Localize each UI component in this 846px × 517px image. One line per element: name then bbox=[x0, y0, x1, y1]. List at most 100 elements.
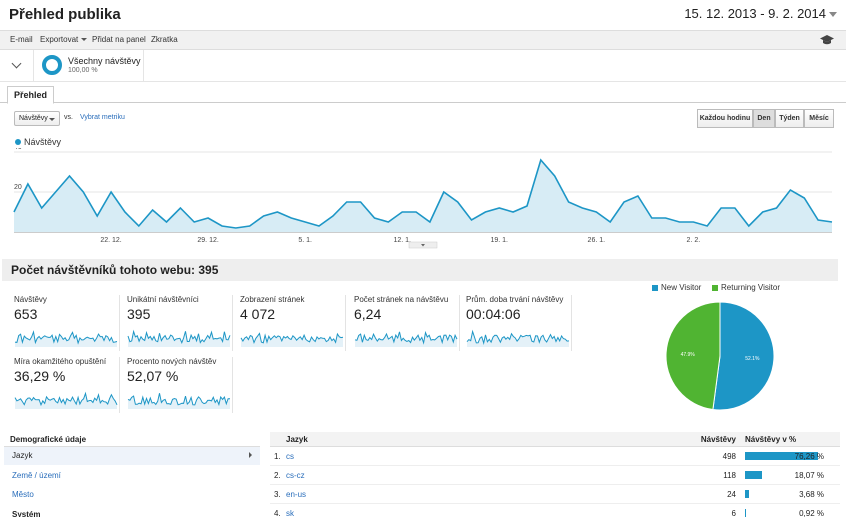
series-legend-dot bbox=[15, 139, 21, 145]
report-tabs: Přehled bbox=[0, 82, 846, 104]
date-range-caret-icon[interactable] bbox=[829, 12, 837, 17]
scorecard-bounce-rate[interactable]: Míra okamžitého opuštění 36,29 % bbox=[14, 357, 120, 413]
scorecard-pageviews[interactable]: Zobrazení stránek 4 072 bbox=[240, 295, 346, 351]
sparkline-area bbox=[128, 393, 230, 409]
x-tick-label: 5. 1. bbox=[298, 237, 312, 244]
y-tick-label: 40 bbox=[14, 148, 22, 151]
demographics-item-country[interactable]: Země / území bbox=[12, 471, 61, 480]
series-legend-label: Návštěvy bbox=[24, 137, 62, 147]
sparkline-area bbox=[467, 331, 569, 347]
sparkline-line bbox=[14, 330, 118, 345]
sparkline-line bbox=[354, 330, 458, 345]
sparkline-line bbox=[14, 391, 118, 407]
visits-line-chart[interactable]: 40 20 22. 12. 29. 12. 5. 1. 12. 1. 19. 1. 26. 1… bbox=[0, 148, 846, 252]
row-share-bar bbox=[745, 490, 749, 498]
pie-slice-label: 52.1% bbox=[745, 356, 760, 362]
pie-slice-new-visitor bbox=[712, 301, 775, 411]
scorecard-label: Unikátní návštěvníci bbox=[127, 295, 199, 304]
shortcut-button[interactable]: Zkratka bbox=[151, 35, 178, 44]
segment-toggle[interactable] bbox=[0, 50, 34, 82]
table-row[interactable]: 3. en-us 24 3,68 % bbox=[270, 485, 840, 504]
pie-slice-label: 47.9% bbox=[681, 352, 696, 358]
row-percent: 0,92 % bbox=[799, 509, 824, 517]
scorecard-value: 653 bbox=[14, 306, 38, 322]
language-link[interactable]: sk bbox=[286, 509, 294, 517]
scorecard-avg-visit-duration[interactable]: Prům. doba trvání návštěvy 00:04:06 bbox=[466, 295, 572, 351]
sparkline-line bbox=[127, 393, 230, 407]
email-button[interactable]: E-mail bbox=[10, 35, 33, 44]
export-caret-icon bbox=[81, 38, 88, 42]
segment-all-visits[interactable]: Všechny návštěvy 100,00 % bbox=[34, 50, 144, 82]
sparkline bbox=[240, 332, 344, 347]
report-header: Přehled publika 15. 12. 2013 - 9. 2. 201… bbox=[0, 0, 846, 30]
demographics-item-city[interactable]: Město bbox=[12, 490, 34, 499]
graduation-cap-icon[interactable] bbox=[820, 34, 834, 46]
scorecard-label: Počet stránek na návštěvu bbox=[354, 295, 449, 304]
demographics-divider bbox=[4, 446, 260, 447]
pie-legend-returning-visitor: Returning Visitor bbox=[712, 283, 780, 292]
scorecard-new-visits-pct[interactable]: Procento nových návštěv 52,07 % bbox=[127, 357, 233, 413]
chevron-right-icon bbox=[249, 452, 252, 458]
language-table-header: Jazyk Návštěvy Návštěvy v % bbox=[270, 432, 840, 447]
sparkline bbox=[466, 329, 570, 347]
language-link[interactable]: en-us bbox=[286, 490, 307, 499]
sparkline-line bbox=[127, 329, 231, 345]
add-to-dashboard-button[interactable]: Přidat na panel bbox=[92, 35, 146, 44]
pie-legend-new-visitor: New Visitor bbox=[652, 283, 701, 292]
system-heading: Systém bbox=[12, 510, 41, 517]
language-link[interactable]: cs bbox=[286, 452, 294, 461]
series-line bbox=[13, 158, 833, 229]
sparkline-area bbox=[15, 393, 117, 409]
summary-title: Počet návštěvníků tohoto webu: 395 bbox=[2, 259, 838, 281]
granularity-day-button[interactable]: Den bbox=[753, 109, 775, 128]
row-number: 2. bbox=[274, 471, 281, 480]
segment-bar: Všechny návštěvy 100,00 % bbox=[0, 50, 846, 82]
row-visits: 118 bbox=[723, 471, 736, 480]
column-header-visits[interactable]: Návštěvy bbox=[700, 435, 736, 444]
table-row[interactable]: 4. sk 6 0,92 % bbox=[270, 504, 840, 517]
sparkline bbox=[127, 393, 230, 409]
demographics-heading: Demografické údaje bbox=[10, 435, 87, 444]
row-percent: 18,07 % bbox=[794, 471, 824, 480]
chevron-down-icon bbox=[421, 244, 425, 247]
scorecard-value: 00:04:06 bbox=[466, 306, 521, 322]
metric-dropdown[interactable]: Návštěvy bbox=[14, 111, 60, 126]
language-link[interactable]: cs-cz bbox=[286, 471, 305, 480]
x-tick-label: 12. 1. bbox=[393, 237, 411, 244]
demographics-item-language[interactable]: Jazyk bbox=[4, 447, 260, 465]
scorecard-pages-per-visit[interactable]: Počet stránek na návštěvu 6,24 bbox=[354, 295, 460, 351]
granularity-week-button[interactable]: Týden bbox=[775, 109, 804, 128]
row-share-bar bbox=[745, 509, 746, 517]
pie-slice-returning-visitor bbox=[665, 301, 721, 411]
table-row[interactable]: 2. cs-cz 118 18,07 % bbox=[270, 466, 840, 485]
granularity-month-button[interactable]: Měsíc bbox=[804, 109, 834, 128]
date-range-picker[interactable]: 15. 12. 2013 - 9. 2. 2014 bbox=[684, 6, 826, 21]
scorecard-unique-visitors[interactable]: Unikátní návštěvníci 395 bbox=[127, 295, 233, 351]
granularity-hourly-button[interactable]: Každou hodinu bbox=[697, 109, 753, 128]
scorecard-visits[interactable]: Návštěvy 653 bbox=[14, 295, 120, 351]
chevron-down-icon bbox=[11, 58, 22, 69]
scorecard-value: 395 bbox=[127, 306, 151, 322]
report-toolbar: E-mail Exportovat Přidat na panel Zkratk… bbox=[0, 30, 846, 50]
table-row[interactable]: 1. cs 498 76,26 % bbox=[270, 447, 840, 466]
scorecard-label: Míra okamžitého opuštění bbox=[14, 357, 107, 366]
scorecard-value: 36,29 % bbox=[14, 368, 66, 384]
new-visitor-swatch bbox=[652, 285, 658, 291]
visitor-type-pie-chart[interactable]: 52.1% 47.9% bbox=[664, 300, 776, 412]
sparkline bbox=[127, 329, 231, 347]
tab-overview[interactable]: Přehled bbox=[7, 86, 55, 104]
pie-legend-label: Returning Visitor bbox=[721, 283, 780, 292]
export-button[interactable]: Exportovat bbox=[40, 35, 88, 44]
scorecard-value: 52,07 % bbox=[127, 368, 179, 384]
scorecard-label: Prům. doba trvání návštěvy bbox=[466, 295, 564, 304]
row-number: 4. bbox=[274, 509, 281, 517]
select-metric-link[interactable]: Vybrat metriku bbox=[80, 114, 125, 121]
column-header-language[interactable]: Jazyk bbox=[286, 435, 308, 444]
segment-name: Všechny návštěvy bbox=[68, 56, 141, 66]
row-share-bar bbox=[745, 471, 762, 479]
scorecard-label: Zobrazení stránek bbox=[240, 295, 305, 304]
metric-dropdown-value: Návštěvy bbox=[19, 115, 48, 122]
row-number: 1. bbox=[274, 452, 281, 461]
column-header-visits-pct[interactable]: Návštěvy v % bbox=[745, 435, 797, 444]
series-area bbox=[14, 160, 832, 232]
